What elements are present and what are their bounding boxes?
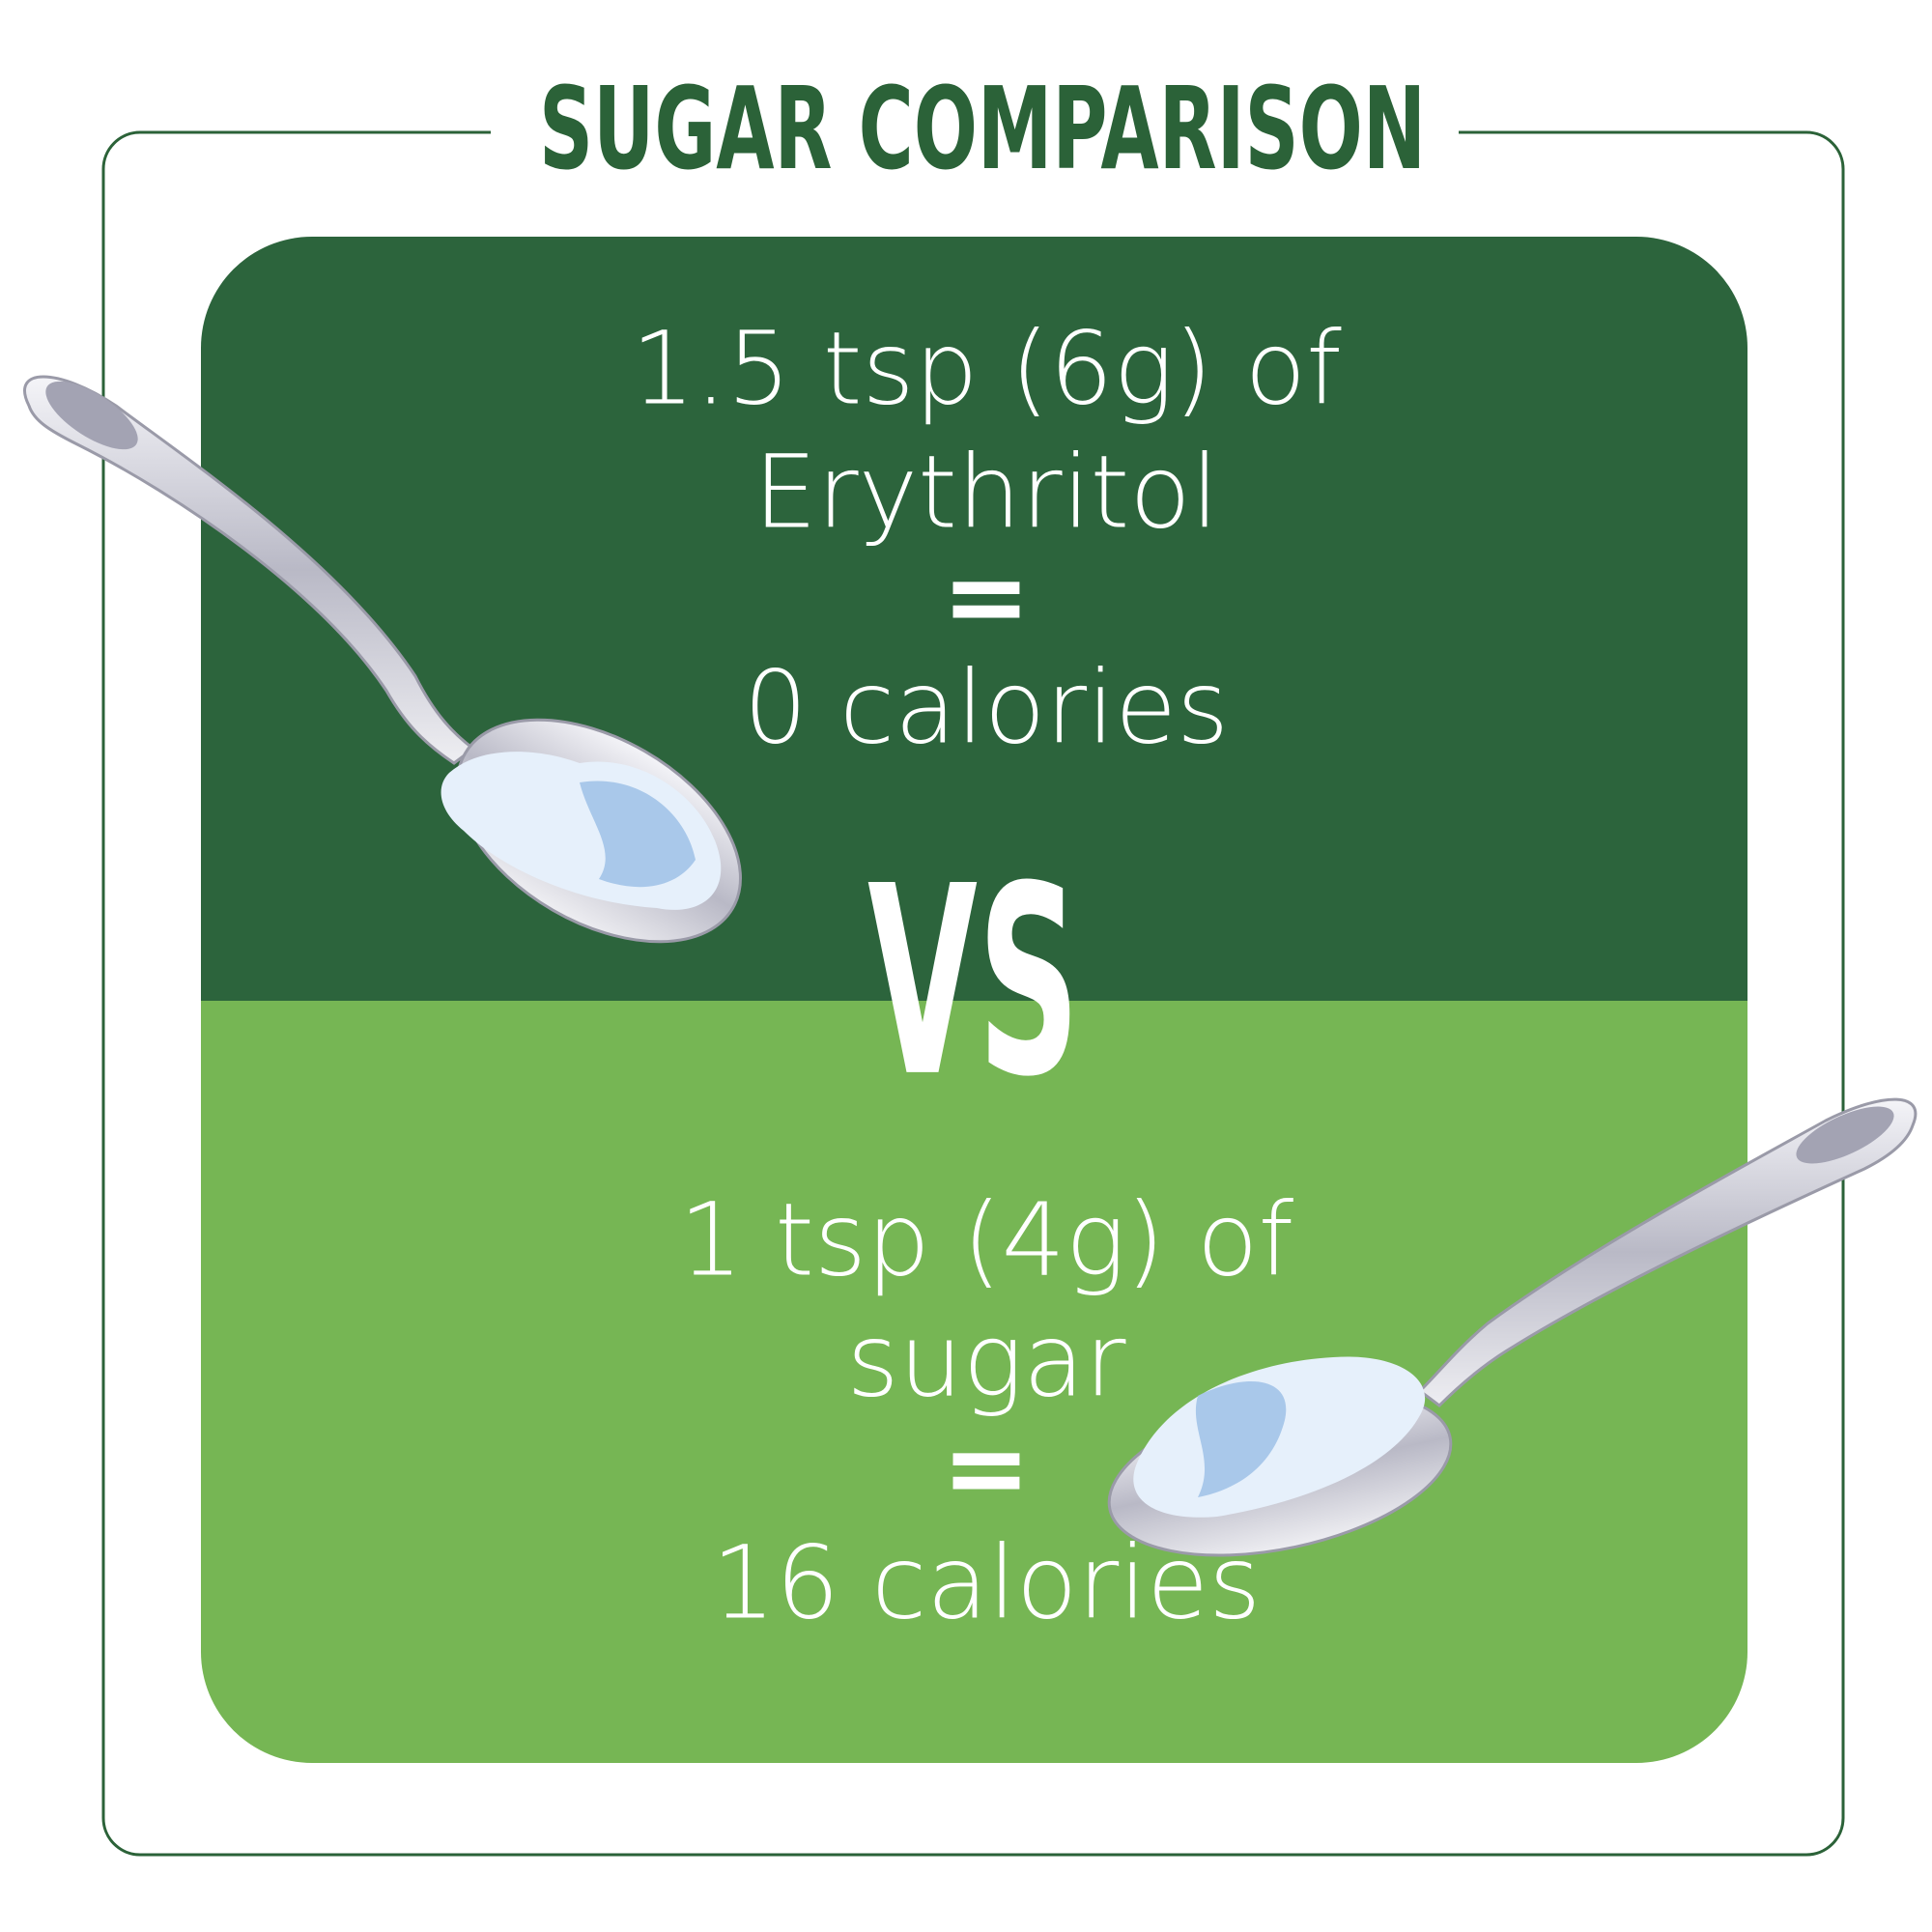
top-line: Erythritol (753, 433, 1219, 551)
bottom-line: 1 tsp (4g) of (679, 1180, 1294, 1298)
title-backdrop (491, 87, 1459, 184)
spoon-bottom (1107, 1097, 1918, 1557)
top-equals: = (942, 534, 1031, 658)
title: SUGAR COMPARISON (539, 62, 1426, 195)
bottom-equals: = (942, 1406, 1031, 1529)
panel (201, 237, 1747, 1763)
top-line: 0 calories (744, 648, 1229, 766)
bottom-panel (201, 1001, 1747, 1763)
bottom-line: sugar (847, 1301, 1126, 1419)
top-panel (201, 237, 1747, 1001)
spoon-top (23, 375, 742, 944)
top-line: 1.5 tsp (6g) of (631, 309, 1342, 427)
vs-label: VS (867, 830, 1080, 1134)
